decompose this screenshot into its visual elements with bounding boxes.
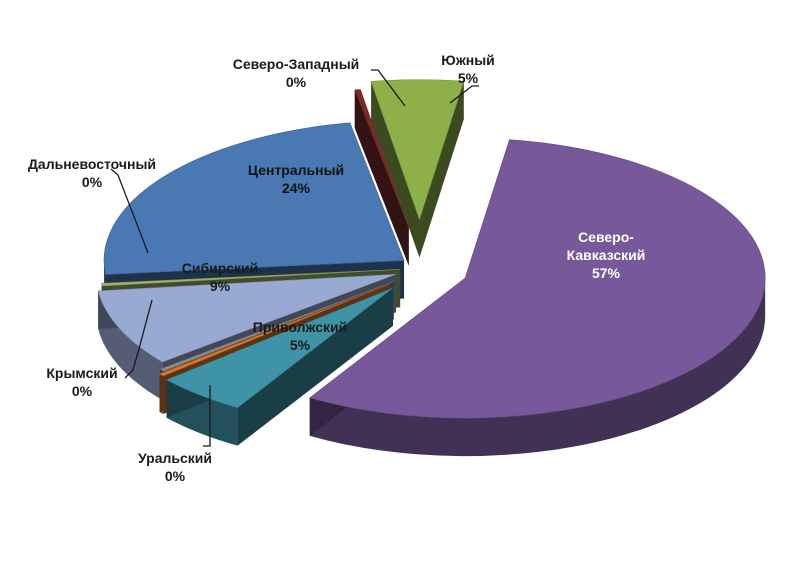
pie-slice-северо-западный (354, 89, 410, 266)
pie-slice-top (101, 269, 401, 287)
pie-slice-top (103, 122, 405, 275)
pie-slice-top (354, 89, 410, 228)
leader-line-дальневосточный (110, 168, 149, 254)
pie-slices (97, 79, 766, 457)
pie-slice-top (159, 281, 394, 372)
slice-name-label: Сибирский (182, 260, 259, 276)
slice-label-крымский: Крымский 0% (46, 365, 117, 399)
pie-slice-side (98, 290, 163, 401)
slice-value-label: 24% (282, 180, 311, 196)
pie-slice-северо-кавказский (309, 139, 766, 457)
leader-line-крымский (124, 299, 153, 379)
slice-label-приволжский: Приволжский 5% (253, 319, 348, 353)
pie-slice-wall (371, 81, 420, 258)
slice-label-уральский: Уральский 0% (138, 450, 212, 484)
pie-slice-приволжский (165, 287, 394, 446)
pie-slice-южный (370, 79, 465, 258)
slice-name-label: Кавказский (567, 247, 646, 263)
slice-name-label: Крымский (46, 365, 117, 381)
leader-line-уральский (203, 385, 211, 447)
slice-value-label: 5% (290, 337, 311, 353)
leader-line-южный (449, 85, 479, 104)
pie-slice-top (165, 287, 394, 409)
slice-name-label: Уральский (138, 450, 212, 466)
pie-slice-top (370, 79, 465, 221)
slice-label-центральный: Центральный 24% (248, 162, 344, 196)
slice-label-южный: Южный 5% (441, 52, 495, 86)
slice-value-label: 9% (210, 278, 231, 294)
slice-name-label: Северо- (578, 229, 634, 245)
pie-slice-top (158, 283, 390, 377)
slice-name-label: Дальневосточный (28, 156, 156, 172)
slice-label-сибирский: Сибирский 9% (182, 260, 259, 294)
slice-value-label: 57% (592, 265, 621, 281)
slice-name-label: Центральный (248, 162, 344, 178)
slice-label-северо-западный: Северо-Западный 0% (233, 56, 360, 90)
slice-name-label: Приволжский (253, 319, 348, 335)
slice-name-label: Северо-Западный (233, 56, 360, 72)
pie-slice-top (97, 273, 397, 363)
slice-value-label: 0% (165, 468, 186, 484)
leader-line-северо-западный (371, 69, 406, 107)
slice-value-label: 0% (82, 174, 103, 190)
pie-slice-wall (419, 81, 464, 258)
slice-label-дальневосточный: Дальневосточный 0% (28, 156, 156, 190)
slice-label-северо-кавказский: Северо- Кавказский 57% (567, 229, 646, 281)
pie-slice-top (309, 139, 766, 419)
pie-slice-side (309, 278, 766, 457)
slice-value-label: 0% (286, 74, 307, 90)
slice-value-label: 0% (72, 383, 93, 399)
pie-labels: Северо- Кавказский 57% Приволжский 5% Уральск… (28, 52, 645, 484)
slice-name-label: Южный (441, 52, 495, 68)
slice-value-label: 5% (458, 70, 479, 86)
